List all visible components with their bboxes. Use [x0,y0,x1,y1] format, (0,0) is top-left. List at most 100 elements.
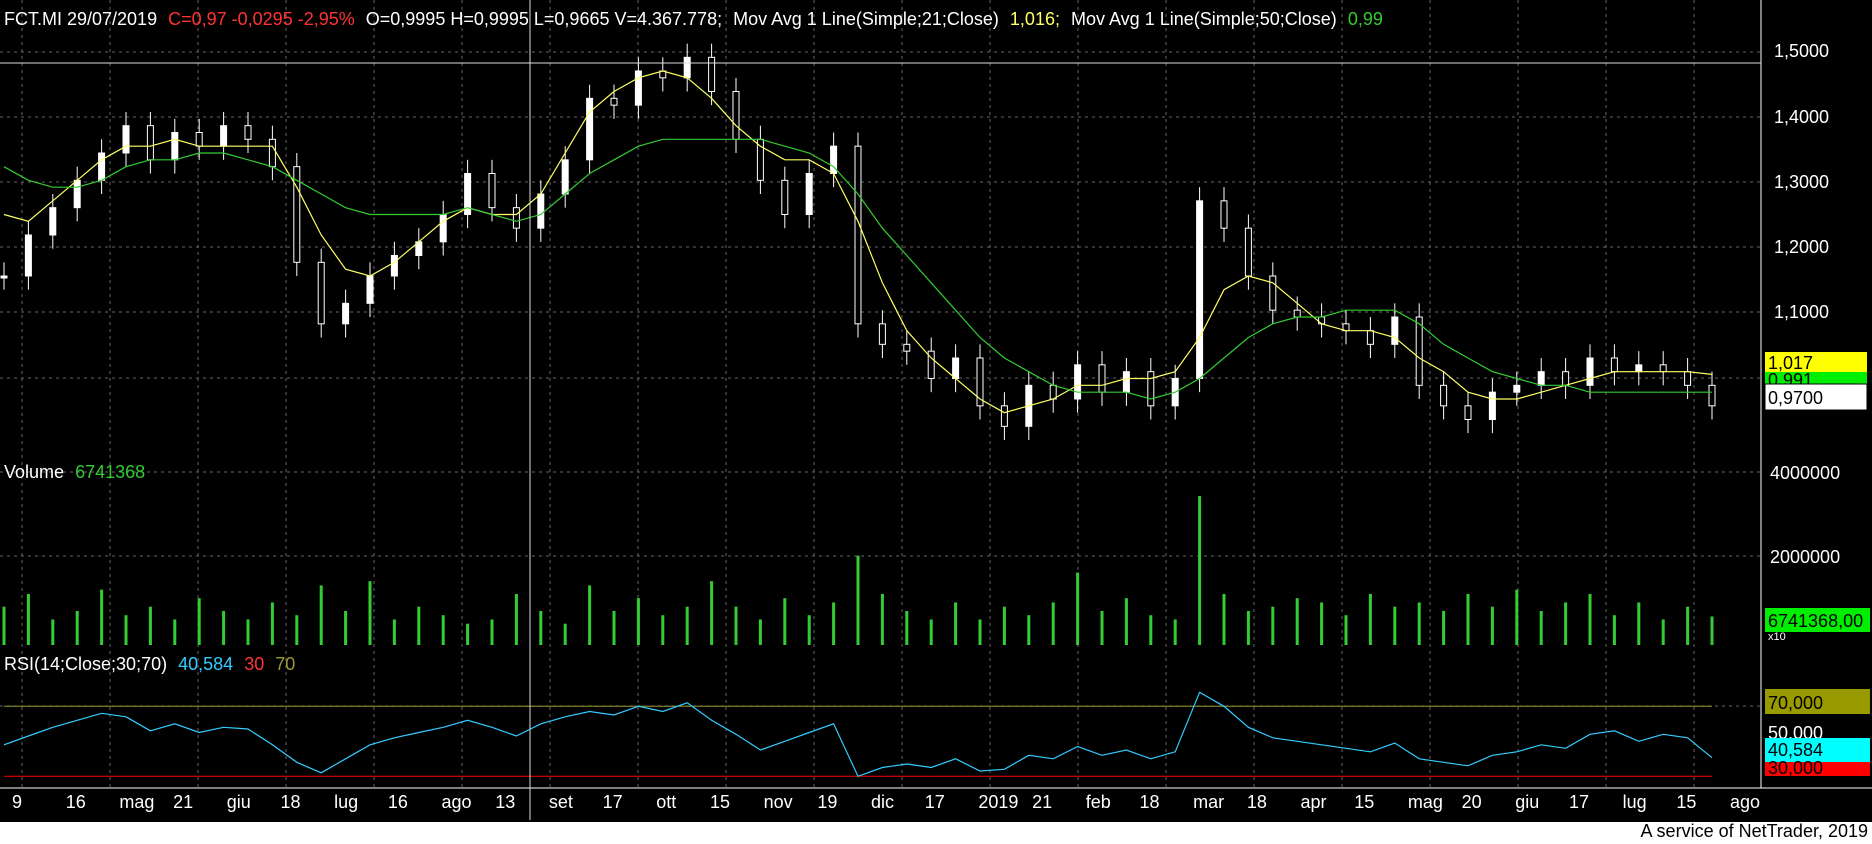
price-tick: 1,3000 [1774,172,1829,192]
candle-body [1220,200,1228,229]
candle-body [708,56,716,92]
volume-bar [1686,606,1690,645]
candle-body [366,275,374,304]
time-axis-label: ago [1730,792,1760,812]
volume-bar [929,619,933,645]
candle-body [146,125,154,161]
volume-bar [807,615,811,645]
candle-body [98,152,106,181]
price-tick: 1,4000 [1774,107,1829,127]
candle-body [952,357,960,379]
volume-bar [1368,593,1372,645]
candle-body [1391,316,1399,345]
volume-bar [173,619,177,645]
volume-bar [905,610,909,645]
time-axis-label: 17 [925,792,945,812]
rsi-low-label: 30 [244,654,264,674]
candle-body [781,179,789,215]
volume-bar [612,610,616,645]
time-axis-label: ago [442,792,472,812]
time-axis-label: mag [1408,792,1443,812]
volume-bar [1612,615,1616,645]
volume-bar [1466,593,1470,645]
volume-bar [197,598,201,645]
time-axis-label: 17 [1569,792,1589,812]
candle-body [73,179,81,209]
volume-bar [563,623,567,645]
time-axis-label: dic [871,792,894,812]
rsi-low-box-label: 30,000 [1768,758,1823,778]
close-value-box [1764,383,1868,411]
volume-bar [758,619,762,645]
volume-bar [1124,598,1128,645]
time-axis-label: 21 [1032,792,1052,812]
volume-bar [1246,610,1250,645]
volume-bar [1198,496,1202,645]
volume-bar [1173,619,1177,645]
time-axis-label: 15 [1354,792,1374,812]
volume-bar [466,623,470,645]
time-axis-label: 9 [12,792,22,812]
volume-bar [1076,572,1080,645]
candle-body [1488,391,1496,420]
volume-bar [588,585,592,645]
volume-bar [1271,606,1275,645]
rsi-high-label: 70 [275,654,295,674]
candle-body [1537,371,1545,386]
volume-bar [1637,602,1641,645]
candle-body [195,132,203,147]
volume-bar [734,606,738,645]
candle-body [1000,405,1008,427]
chart-header: FCT.MI 29/07/2019 C=0,97 -0,0295 -2,95% … [4,9,1383,29]
time-axis-label: 16 [388,792,408,812]
candle-body [171,132,179,161]
candle-body [1244,227,1252,277]
volume-panel[interactable] [2,496,1714,645]
candle-body [1196,200,1204,379]
volume-bar [246,619,250,645]
time-axis: 9 16 mag 21 giu 18 lug 16 ago 13 set 17 ott 15 nov 19 di… [12,792,1760,812]
rsi-panel[interactable] [3,691,1713,778]
rsi-value-box [1765,738,1870,762]
rsi-high-box [1765,689,1870,714]
candle-body [1708,384,1716,407]
time-axis-label: apr [1301,792,1327,812]
time-axis-label: 17 [603,792,623,812]
volume-bar [1100,610,1104,645]
ma50-value: 0,99 [1348,9,1383,29]
candle-body [122,125,130,154]
candle-body [488,173,496,209]
candle-body [1122,371,1130,393]
volume-multiplier: x10 [1768,631,1786,643]
candle-body [1464,405,1472,421]
volume-bar [1588,593,1592,645]
volume-bar [1295,598,1299,645]
volume-bar [222,610,226,645]
volume-bar [685,606,689,645]
volume-bar [1515,589,1519,645]
time-axis-label: 21 [173,792,193,812]
chart-background [0,0,1872,822]
candle-body [537,193,545,229]
volume-tick: 2000000 [1770,547,1840,567]
price-panel[interactable] [0,43,1716,440]
time-axis-label: 18 [1139,792,1159,812]
ma21-value: 1,016; [1010,9,1060,29]
ma50-line [3,138,1712,400]
candle-body [1366,330,1374,345]
candle-body [634,70,642,106]
time-axis-label: lug [1623,792,1647,812]
candle-body [1513,384,1521,393]
volume-bar [441,615,445,645]
candle-body [854,145,862,325]
candle-body [293,166,301,263]
candle-body [220,125,228,147]
candle-body [1074,364,1082,400]
rsi-value-box-label: 40,584 [1768,740,1823,760]
volume-bar [1002,606,1006,645]
candle-body [342,302,350,325]
volume-bar [1442,610,1446,645]
volume-bar [856,555,860,645]
candle-body [586,97,594,161]
